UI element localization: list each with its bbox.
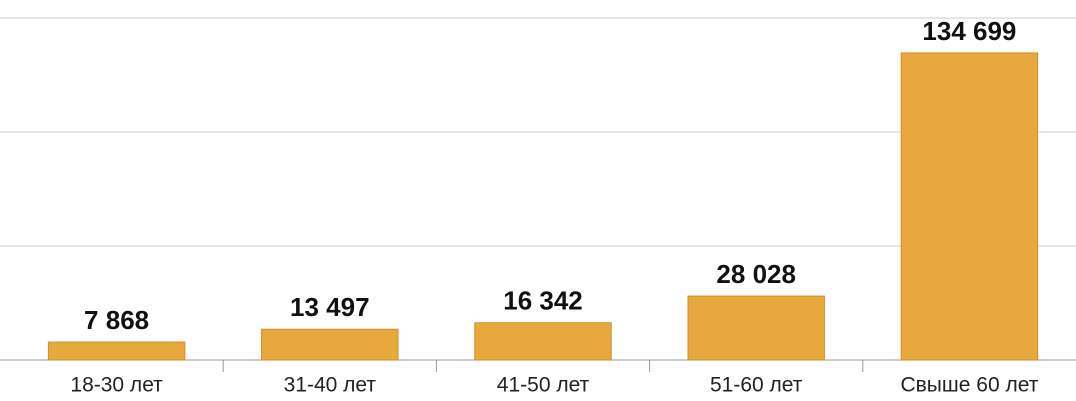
value-label: 13 497 <box>290 292 370 322</box>
value-label: 134 699 <box>922 16 1016 46</box>
x-tick-label: 41-50 лет <box>497 374 590 397</box>
value-label: 16 342 <box>503 286 583 316</box>
x-tick-label: Свыше 60 лет <box>900 374 1038 397</box>
x-tick-label: 31-40 лет <box>284 374 377 397</box>
bar <box>261 328 399 361</box>
bar <box>900 52 1039 361</box>
value-label: 28 028 <box>716 259 796 289</box>
bar <box>47 341 186 361</box>
bar <box>687 295 825 361</box>
bar <box>474 322 612 361</box>
x-tick-label: 51-60 лет <box>710 374 803 397</box>
value-label: 7 868 <box>84 305 149 335</box>
x-tick-label: 18-30 лет <box>70 374 163 397</box>
